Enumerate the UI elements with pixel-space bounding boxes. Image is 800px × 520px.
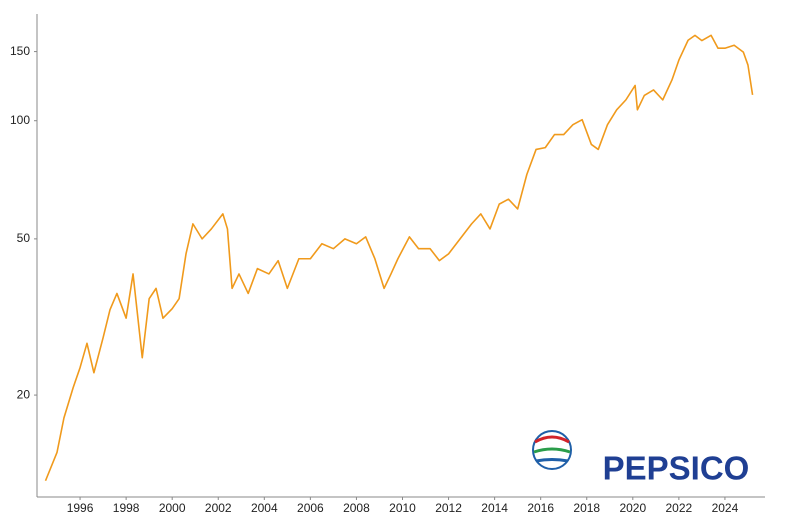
price-line — [44, 34, 754, 482]
logo-stripe — [534, 435, 570, 444]
y-tick-label: 50 — [17, 231, 31, 245]
x-tick-label: 2016 — [527, 501, 554, 515]
y-tick-label: 100 — [10, 113, 30, 127]
x-tick-label: 2008 — [343, 501, 370, 515]
x-tick-label: 2002 — [205, 501, 232, 515]
x-tick-label: 2020 — [619, 501, 646, 515]
x-tick-label: 1998 — [113, 501, 140, 515]
logo: PEPSICO — [532, 430, 750, 487]
x-tick-label: 2014 — [481, 501, 508, 515]
y-tick-label: 20 — [17, 387, 31, 401]
x-tick-label: 2024 — [712, 501, 739, 515]
x-tick-label: 2006 — [297, 501, 324, 515]
logo-text: PEPSICO — [603, 450, 750, 487]
x-tick-label: 2010 — [389, 501, 416, 515]
x-tick-label: 1996 — [67, 501, 94, 515]
x-tick-label: 2004 — [251, 501, 278, 515]
x-tick-label: 2022 — [666, 501, 693, 515]
x-tick-label: 2000 — [159, 501, 186, 515]
x-tick-label: 2018 — [573, 501, 600, 515]
logo-stripe — [533, 447, 571, 454]
y-tick-label: 150 — [10, 44, 30, 58]
logo-stripe — [535, 458, 569, 463]
x-tick-label: 2012 — [435, 501, 462, 515]
